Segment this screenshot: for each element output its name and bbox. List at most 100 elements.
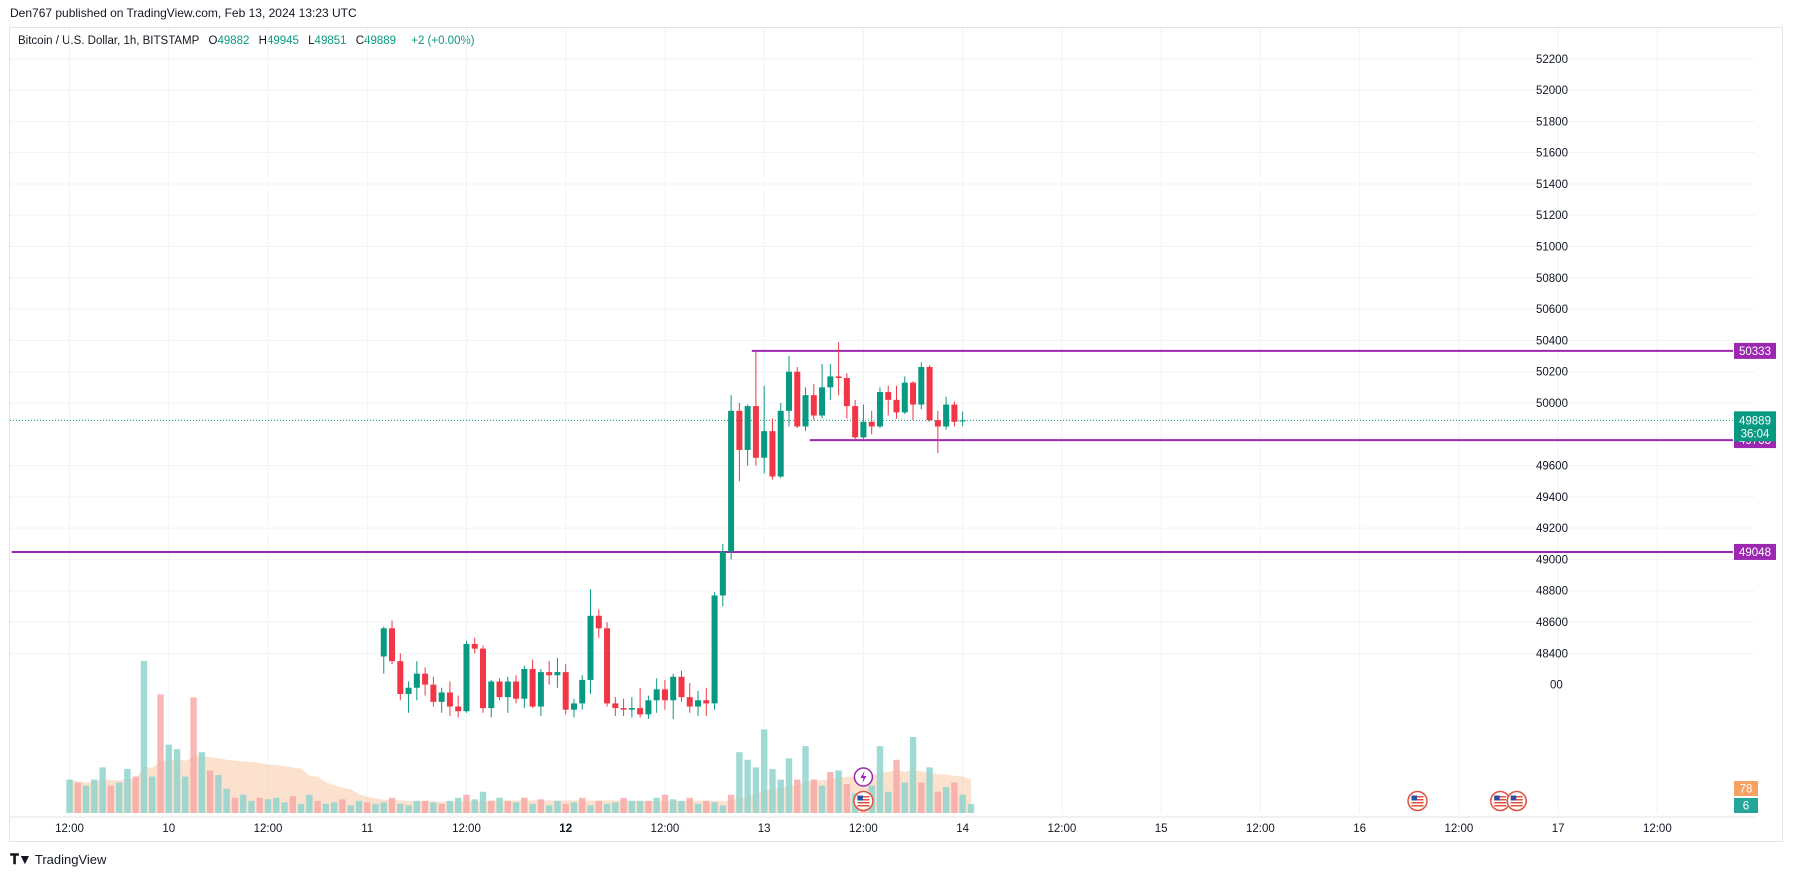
candle-body <box>943 404 950 427</box>
level-badge-label: 50333 <box>1739 346 1771 358</box>
y-tick-label: 50000 <box>1536 398 1568 410</box>
x-tick-label: 14 <box>956 823 969 835</box>
candle-body <box>587 615 594 680</box>
volume-bar <box>620 797 627 813</box>
symbol-label[interactable]: Bitcoin / U.S. Dollar, 1h, BITSTAMP <box>18 35 200 47</box>
us-flag-stripe <box>1494 799 1507 801</box>
volume-bar <box>239 794 247 813</box>
price-axis: 52200 52000 51800 51600 51400 51200 51000 50800… <box>1536 54 1568 692</box>
candle-body <box>910 382 917 405</box>
us-flag-stripe <box>1411 799 1424 801</box>
volume-bar <box>479 791 487 813</box>
volume-bar <box>149 776 156 813</box>
brand-name: TradingView <box>34 852 107 867</box>
candle-body <box>827 376 834 388</box>
tradingview-brand[interactable]: 𝐓▼ TradingView <box>10 851 106 868</box>
volume-bar <box>413 800 421 813</box>
us-flag-canton <box>857 795 863 801</box>
us-flag-icon <box>1407 790 1428 812</box>
volume-bar <box>454 797 462 813</box>
volume-bar <box>430 802 437 813</box>
volume-bar <box>678 800 685 813</box>
candle-body <box>678 676 685 698</box>
volume-bar <box>115 782 123 813</box>
last-price-label: 49889 <box>1739 415 1771 427</box>
candle-body <box>620 708 627 710</box>
volume-bar <box>273 797 280 813</box>
us-flag-ring <box>1407 790 1428 812</box>
volume-bar <box>405 805 412 813</box>
us-flag-ring <box>1506 790 1527 812</box>
us-flag-stripe <box>1411 796 1424 798</box>
candle-body <box>695 700 702 707</box>
volume-badge <box>1734 798 1758 813</box>
high-value: 49945 <box>266 35 299 47</box>
candle-body <box>612 703 619 709</box>
candle-body <box>463 643 470 712</box>
us-flag-stripe <box>857 796 870 798</box>
volume-bar <box>686 797 693 813</box>
volume-bar <box>603 803 611 813</box>
y-tick-label: 49000 <box>1536 554 1568 566</box>
volume-bar <box>810 779 817 813</box>
open-value: 49882 <box>217 35 250 47</box>
volume-bar <box>760 729 768 813</box>
candle-body <box>579 679 586 704</box>
volume-bar <box>157 694 164 813</box>
volume-bar <box>339 799 346 813</box>
legend-open: O49882 <box>209 35 250 47</box>
volume-bar <box>182 776 189 813</box>
volume-bar <box>670 799 677 813</box>
volume-bar <box>587 805 594 813</box>
candle-body <box>637 708 644 715</box>
flash-bolt-icon <box>860 771 867 783</box>
volume-bar <box>570 802 578 813</box>
us-flag-stripe <box>857 799 870 801</box>
volume-bar <box>843 784 851 813</box>
volume-bar <box>885 791 892 813</box>
volume-bar <box>173 749 181 813</box>
x-tick-label: 12:00 <box>452 823 481 835</box>
y-tick-label: 48600 <box>1536 617 1568 629</box>
candle-body <box>868 421 875 427</box>
us-flag-stripe <box>1510 796 1523 798</box>
volume-bar <box>794 779 801 813</box>
time-axis: 12:00 10 12:00 11 12:00 12 12:00 13 12:00 14 12:00… <box>55 823 1672 835</box>
volume-bar <box>711 802 718 813</box>
volume-bar <box>488 800 495 813</box>
x-tick-label: 12:00 <box>1444 823 1473 835</box>
low-label: L <box>308 35 315 47</box>
candle-body <box>604 628 611 704</box>
candle-body <box>455 706 462 712</box>
y-tick-label: 51600 <box>1536 148 1568 160</box>
volume-bar <box>942 787 950 813</box>
candle-body <box>810 395 817 416</box>
chart-legend: Bitcoin / U.S. Dollar, 1h, BITSTAMP O498… <box>18 35 475 47</box>
x-tick-label: 12:00 <box>55 823 84 835</box>
volume-bar <box>223 788 230 813</box>
volume-bar <box>694 803 702 813</box>
us-flag-canton <box>1510 795 1517 801</box>
x-tick-label: 12 <box>559 823 572 835</box>
volume-bar <box>653 797 660 813</box>
us-flag-stripe <box>1494 802 1507 804</box>
candle-body <box>537 672 544 707</box>
volume-bar <box>388 797 396 813</box>
volume-bar <box>231 797 239 813</box>
candle-body <box>380 628 387 657</box>
x-tick-label: 16 <box>1353 823 1366 835</box>
volume-bar <box>951 782 958 813</box>
volume-bar <box>529 803 536 813</box>
volume-bar <box>579 797 586 813</box>
volume-bar <box>330 802 338 813</box>
x-tick-label: 11 <box>361 823 373 835</box>
candle-body <box>761 431 768 458</box>
y-tick-label: 49600 <box>1536 461 1568 473</box>
us-flag-stripe <box>857 802 870 804</box>
volume-bar <box>471 799 478 813</box>
close-value: 49889 <box>364 35 397 47</box>
volume-bar <box>661 794 669 813</box>
volume-bar <box>818 785 826 813</box>
volume-bar <box>355 800 363 813</box>
